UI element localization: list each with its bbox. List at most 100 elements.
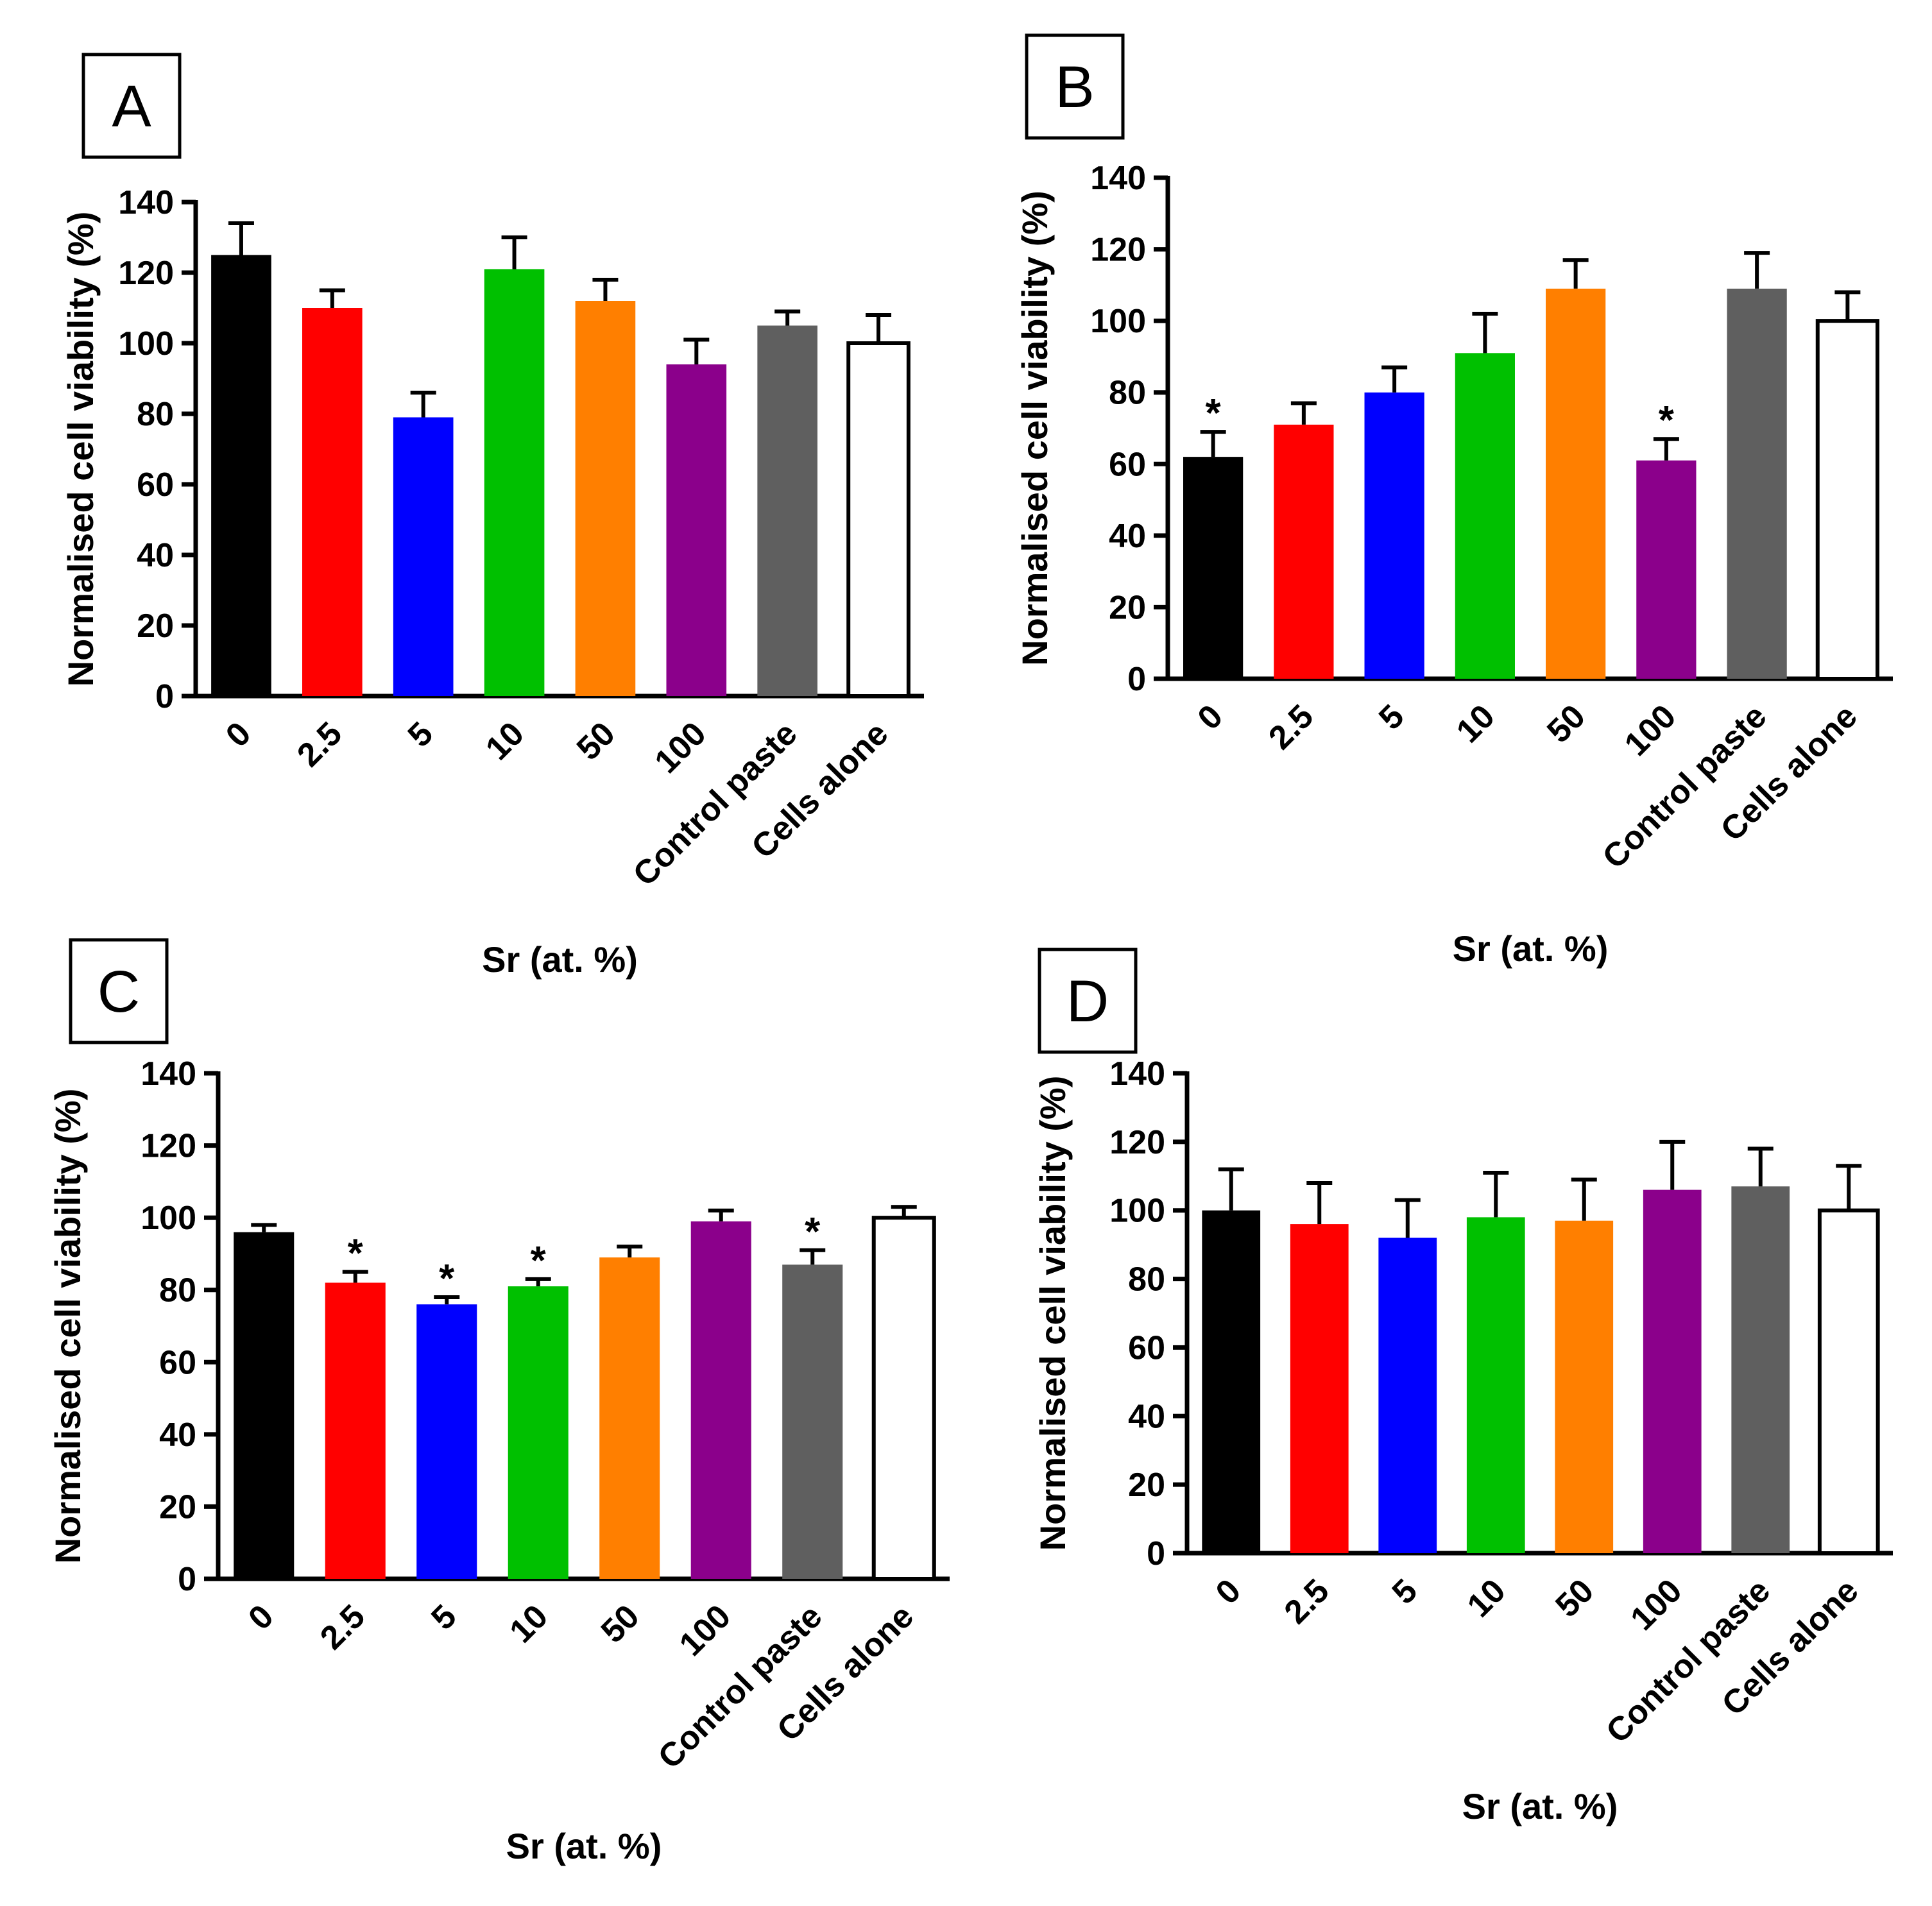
y-tick-label: 120: [1090, 232, 1146, 269]
x-axis-title: Sr (at. %): [506, 1826, 662, 1866]
x-tick-label: 100: [672, 1597, 738, 1663]
y-tick-label: 100: [1090, 303, 1146, 340]
panel-label: B: [1055, 55, 1094, 120]
x-tick-label: 100: [1623, 1572, 1689, 1637]
y-tick-label: 80: [137, 396, 174, 433]
panel-label: A: [112, 74, 151, 139]
bar: [484, 269, 545, 696]
y-tick-label: 80: [159, 1272, 196, 1309]
y-tick-label: 20: [159, 1488, 196, 1526]
bar: [1727, 288, 1787, 679]
y-tick-label: 120: [141, 1128, 196, 1165]
y-axis-title: Normalised cell viability (%): [47, 1089, 88, 1564]
x-tick-label: 5: [1372, 697, 1411, 736]
y-axis-title: Normalised cell viability (%): [60, 212, 101, 687]
significance-star: *: [348, 1232, 364, 1276]
y-tick-label: 140: [118, 184, 174, 221]
y-tick-label: 20: [1128, 1467, 1165, 1504]
bar: [575, 301, 636, 696]
y-tick-label: 40: [159, 1417, 196, 1454]
y-tick-label: 0: [1127, 661, 1146, 698]
bar: [1183, 457, 1244, 679]
panel-label-box: [69, 938, 169, 1044]
panel-label: C: [98, 959, 140, 1025]
x-tick-label: 0: [1191, 697, 1230, 736]
bar: [393, 417, 454, 696]
bar: [1636, 460, 1697, 679]
bar: [1202, 1210, 1261, 1553]
x-tick-label: 50: [1548, 1572, 1601, 1624]
y-tick-label: 0: [1147, 1535, 1165, 1572]
bar: [782, 1264, 843, 1579]
x-axis-title: Sr (at. %): [482, 939, 638, 980]
bar: [1455, 353, 1515, 679]
bar: [1290, 1224, 1349, 1553]
y-tick-label: 100: [118, 325, 174, 362]
x-tick-label: 50: [570, 715, 622, 767]
bar: [1466, 1217, 1525, 1553]
significance-star: *: [1206, 391, 1222, 436]
y-tick-label: 40: [137, 537, 174, 574]
bar: [1364, 392, 1424, 679]
x-tick-label: 0: [1209, 1572, 1248, 1611]
x-tick-label: 2.5: [290, 715, 349, 774]
significance-star: *: [439, 1257, 455, 1301]
y-tick-label: 120: [118, 255, 174, 292]
significance-star: *: [805, 1210, 821, 1254]
x-tick-label: 50: [1540, 697, 1593, 750]
x-axis-title: Sr (at. %): [1462, 1786, 1618, 1826]
x-tick-label: 2.5: [1278, 1572, 1337, 1631]
y-tick-label: 140: [141, 1055, 196, 1093]
bar: [234, 1232, 295, 1579]
bar: [211, 255, 271, 696]
x-tick-label: 10: [502, 1597, 555, 1650]
y-axis-title: Normalised cell viability (%): [1032, 1076, 1073, 1551]
y-axis-title: Normalised cell viability (%): [1014, 191, 1055, 666]
y-tick-label: 40: [1109, 518, 1146, 555]
x-tick-label: Control paste: [1596, 697, 1774, 876]
x-tick-label: 100: [1618, 697, 1683, 763]
bar: [1378, 1238, 1437, 1553]
bar: [1817, 1208, 1880, 1555]
x-tick-label: 0: [241, 1597, 280, 1637]
x-tick-label: 5: [401, 715, 440, 754]
x-tick-label: 50: [594, 1597, 647, 1650]
bar: [1643, 1189, 1702, 1553]
x-tick-label: 0: [219, 715, 258, 754]
y-tick-label: 140: [1090, 160, 1146, 197]
x-tick-label: 100: [647, 715, 713, 780]
y-tick-label: 140: [1109, 1055, 1165, 1093]
bar: [302, 308, 363, 696]
bar: [757, 325, 818, 696]
bar: [1731, 1186, 1790, 1553]
x-tick-label: Control paste: [626, 715, 805, 893]
bar: [599, 1257, 660, 1579]
bar: [325, 1282, 386, 1579]
bar: [846, 341, 910, 698]
y-tick-label: 0: [178, 1561, 196, 1598]
bar: [871, 1216, 936, 1581]
y-tick-label: 80: [1109, 375, 1146, 412]
x-tick-label: 10: [1460, 1572, 1513, 1624]
y-tick-label: 20: [137, 608, 174, 645]
y-tick-label: 60: [137, 466, 174, 504]
y-tick-label: 100: [1109, 1193, 1165, 1230]
x-tick-label: 2.5: [1261, 697, 1321, 756]
y-tick-label: 80: [1128, 1261, 1165, 1298]
bar: [1546, 288, 1606, 679]
y-tick-label: 0: [155, 678, 174, 715]
x-tick-label: 5: [1385, 1572, 1424, 1611]
panel-label: D: [1066, 969, 1109, 1034]
x-axis-title: Sr (at. %): [1453, 928, 1609, 969]
panel-label-box: [1038, 948, 1138, 1054]
y-tick-label: 60: [1109, 446, 1146, 483]
significance-star: *: [1659, 398, 1675, 443]
y-tick-label: 100: [141, 1200, 196, 1237]
panel-label-box: [81, 53, 182, 159]
bar: [666, 364, 727, 696]
bar: [690, 1221, 751, 1579]
bar: [508, 1286, 568, 1579]
